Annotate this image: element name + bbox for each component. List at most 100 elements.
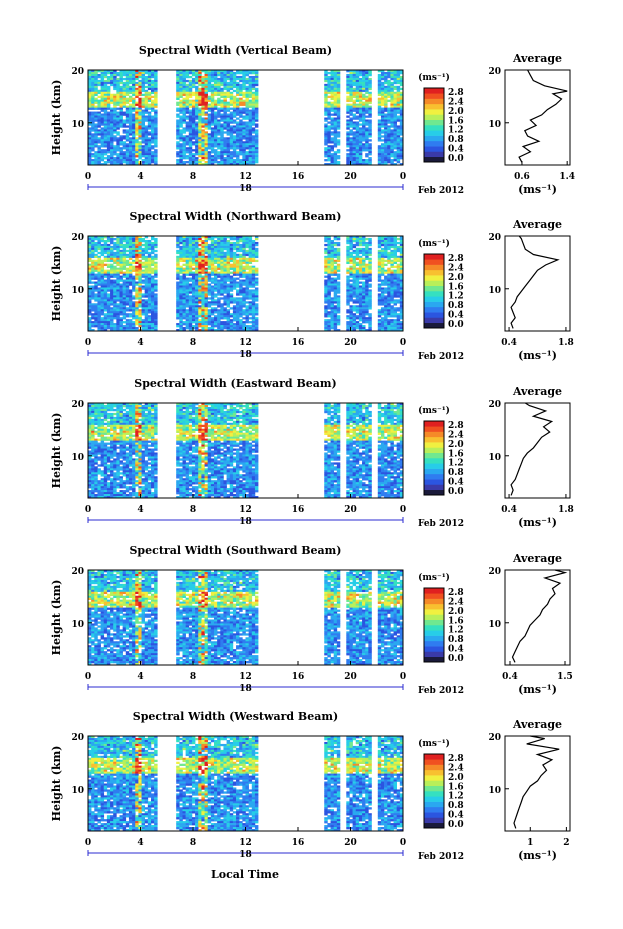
heatmap-cell [358, 159, 363, 162]
heatmap-cell [210, 291, 215, 294]
heatmap-cell [368, 77, 372, 81]
heatmap-cell [185, 277, 190, 280]
heatmap-cell [207, 273, 212, 276]
heatmap-cell [333, 131, 338, 134]
heatmap-cell [226, 315, 231, 318]
heatmap-cell [396, 159, 401, 162]
heatmap-cell [242, 305, 246, 308]
heatmap-cell [191, 291, 196, 294]
heatmap-cell [355, 155, 360, 158]
heatmap-cell [135, 289, 139, 292]
heatmap-cell [141, 117, 145, 120]
heatmap-cell [91, 267, 95, 270]
heatmap-cell [154, 317, 158, 320]
heatmap-cell [207, 161, 212, 164]
heatmap-cell [226, 311, 231, 314]
heatmap-cell [138, 71, 142, 75]
heatmap-cell [387, 157, 391, 160]
heatmap-cell [214, 79, 218, 83]
heatmap-cell [396, 131, 401, 134]
heatmap-cell [396, 143, 401, 146]
heatmap-cell [179, 251, 183, 255]
heatmap-cell [179, 73, 183, 77]
heatmap-cell [179, 297, 183, 300]
heatmap-cell [399, 83, 404, 87]
heatmap-cell [144, 267, 149, 270]
heatmap-cell [207, 95, 212, 99]
heatmap-cell [91, 265, 95, 268]
heatmap-cell [236, 243, 240, 247]
heatmap-cell [88, 263, 92, 266]
heatmap-cell [336, 115, 341, 118]
heatmap-cell [100, 127, 105, 130]
heatmap-cell [88, 147, 92, 150]
heatmap-cell [217, 285, 221, 288]
heatmap-cell [154, 85, 158, 89]
heatmap-cell [245, 287, 249, 290]
heatmap-cell [324, 137, 328, 140]
heatmap-cell [97, 236, 101, 239]
heatmap-cell [94, 293, 98, 296]
heatmap-cell [113, 303, 117, 306]
heatmap-cell [327, 77, 331, 81]
heatmap-cell [176, 243, 180, 247]
heatmap-cell [352, 103, 357, 106]
heatmap-cell [144, 291, 149, 294]
heatmap-cell [122, 236, 127, 239]
heatmap-cell [396, 157, 401, 160]
heatmap-cell [245, 265, 249, 268]
heatmap-cell [179, 137, 183, 140]
heatmap-cell [176, 147, 180, 150]
heatmap-cell [147, 243, 152, 247]
heatmap-cell [352, 123, 357, 126]
heatmap-cell [245, 137, 249, 140]
heatmap-cell [135, 93, 139, 97]
heatmap-cell [327, 127, 331, 130]
heatmap-cell [223, 327, 227, 330]
heatmap-cell [207, 163, 212, 166]
heatmap-cell [245, 91, 249, 95]
heatmap-cell [91, 129, 95, 132]
heatmap-cell [220, 153, 224, 156]
heatmap-cell [330, 97, 334, 100]
heatmap-cell [116, 89, 120, 93]
heatmap-cell [154, 83, 158, 87]
heatmap-cell [239, 139, 243, 142]
heatmap-cell [223, 313, 227, 316]
heatmap-cell [349, 95, 353, 99]
heatmap-cell [352, 83, 357, 87]
heatmap-cell [336, 123, 341, 126]
heatmap-cell [125, 279, 130, 282]
heatmap-cell [125, 117, 130, 120]
heatmap-cell [210, 157, 215, 160]
heatmap-cell [122, 273, 127, 276]
heatmap-cell [144, 245, 149, 249]
heatmap-cell [91, 261, 95, 265]
heatmap-cell [151, 309, 155, 312]
heatmap-cell [217, 271, 221, 274]
heatmap-cell [151, 95, 155, 99]
heatmap-cell [201, 89, 205, 93]
heatmap-cell [349, 159, 353, 162]
heatmap-cell [91, 313, 95, 316]
heatmap-cell [245, 305, 249, 308]
heatmap-cell [94, 267, 98, 270]
heatmap-cell [122, 145, 127, 148]
heatmap-cell [147, 263, 152, 266]
heatmap-cell [151, 269, 155, 272]
heatmap-cell [229, 75, 234, 79]
heatmap-cell [327, 105, 331, 108]
heatmap-cell [220, 307, 224, 310]
heatmap-cell [188, 105, 193, 108]
heatmap-cell [336, 77, 341, 81]
heatmap-cell [217, 283, 221, 286]
heatmap-cell [125, 87, 130, 91]
heatmap-cell [362, 103, 366, 106]
heatmap-cell [195, 103, 199, 106]
heatmap-cell [214, 149, 218, 152]
heatmap-cell [352, 143, 357, 146]
heatmap-cell [122, 101, 127, 104]
heatmap-cell [226, 275, 231, 278]
heatmap-cell [135, 91, 139, 95]
heatmap-cell [223, 269, 227, 272]
